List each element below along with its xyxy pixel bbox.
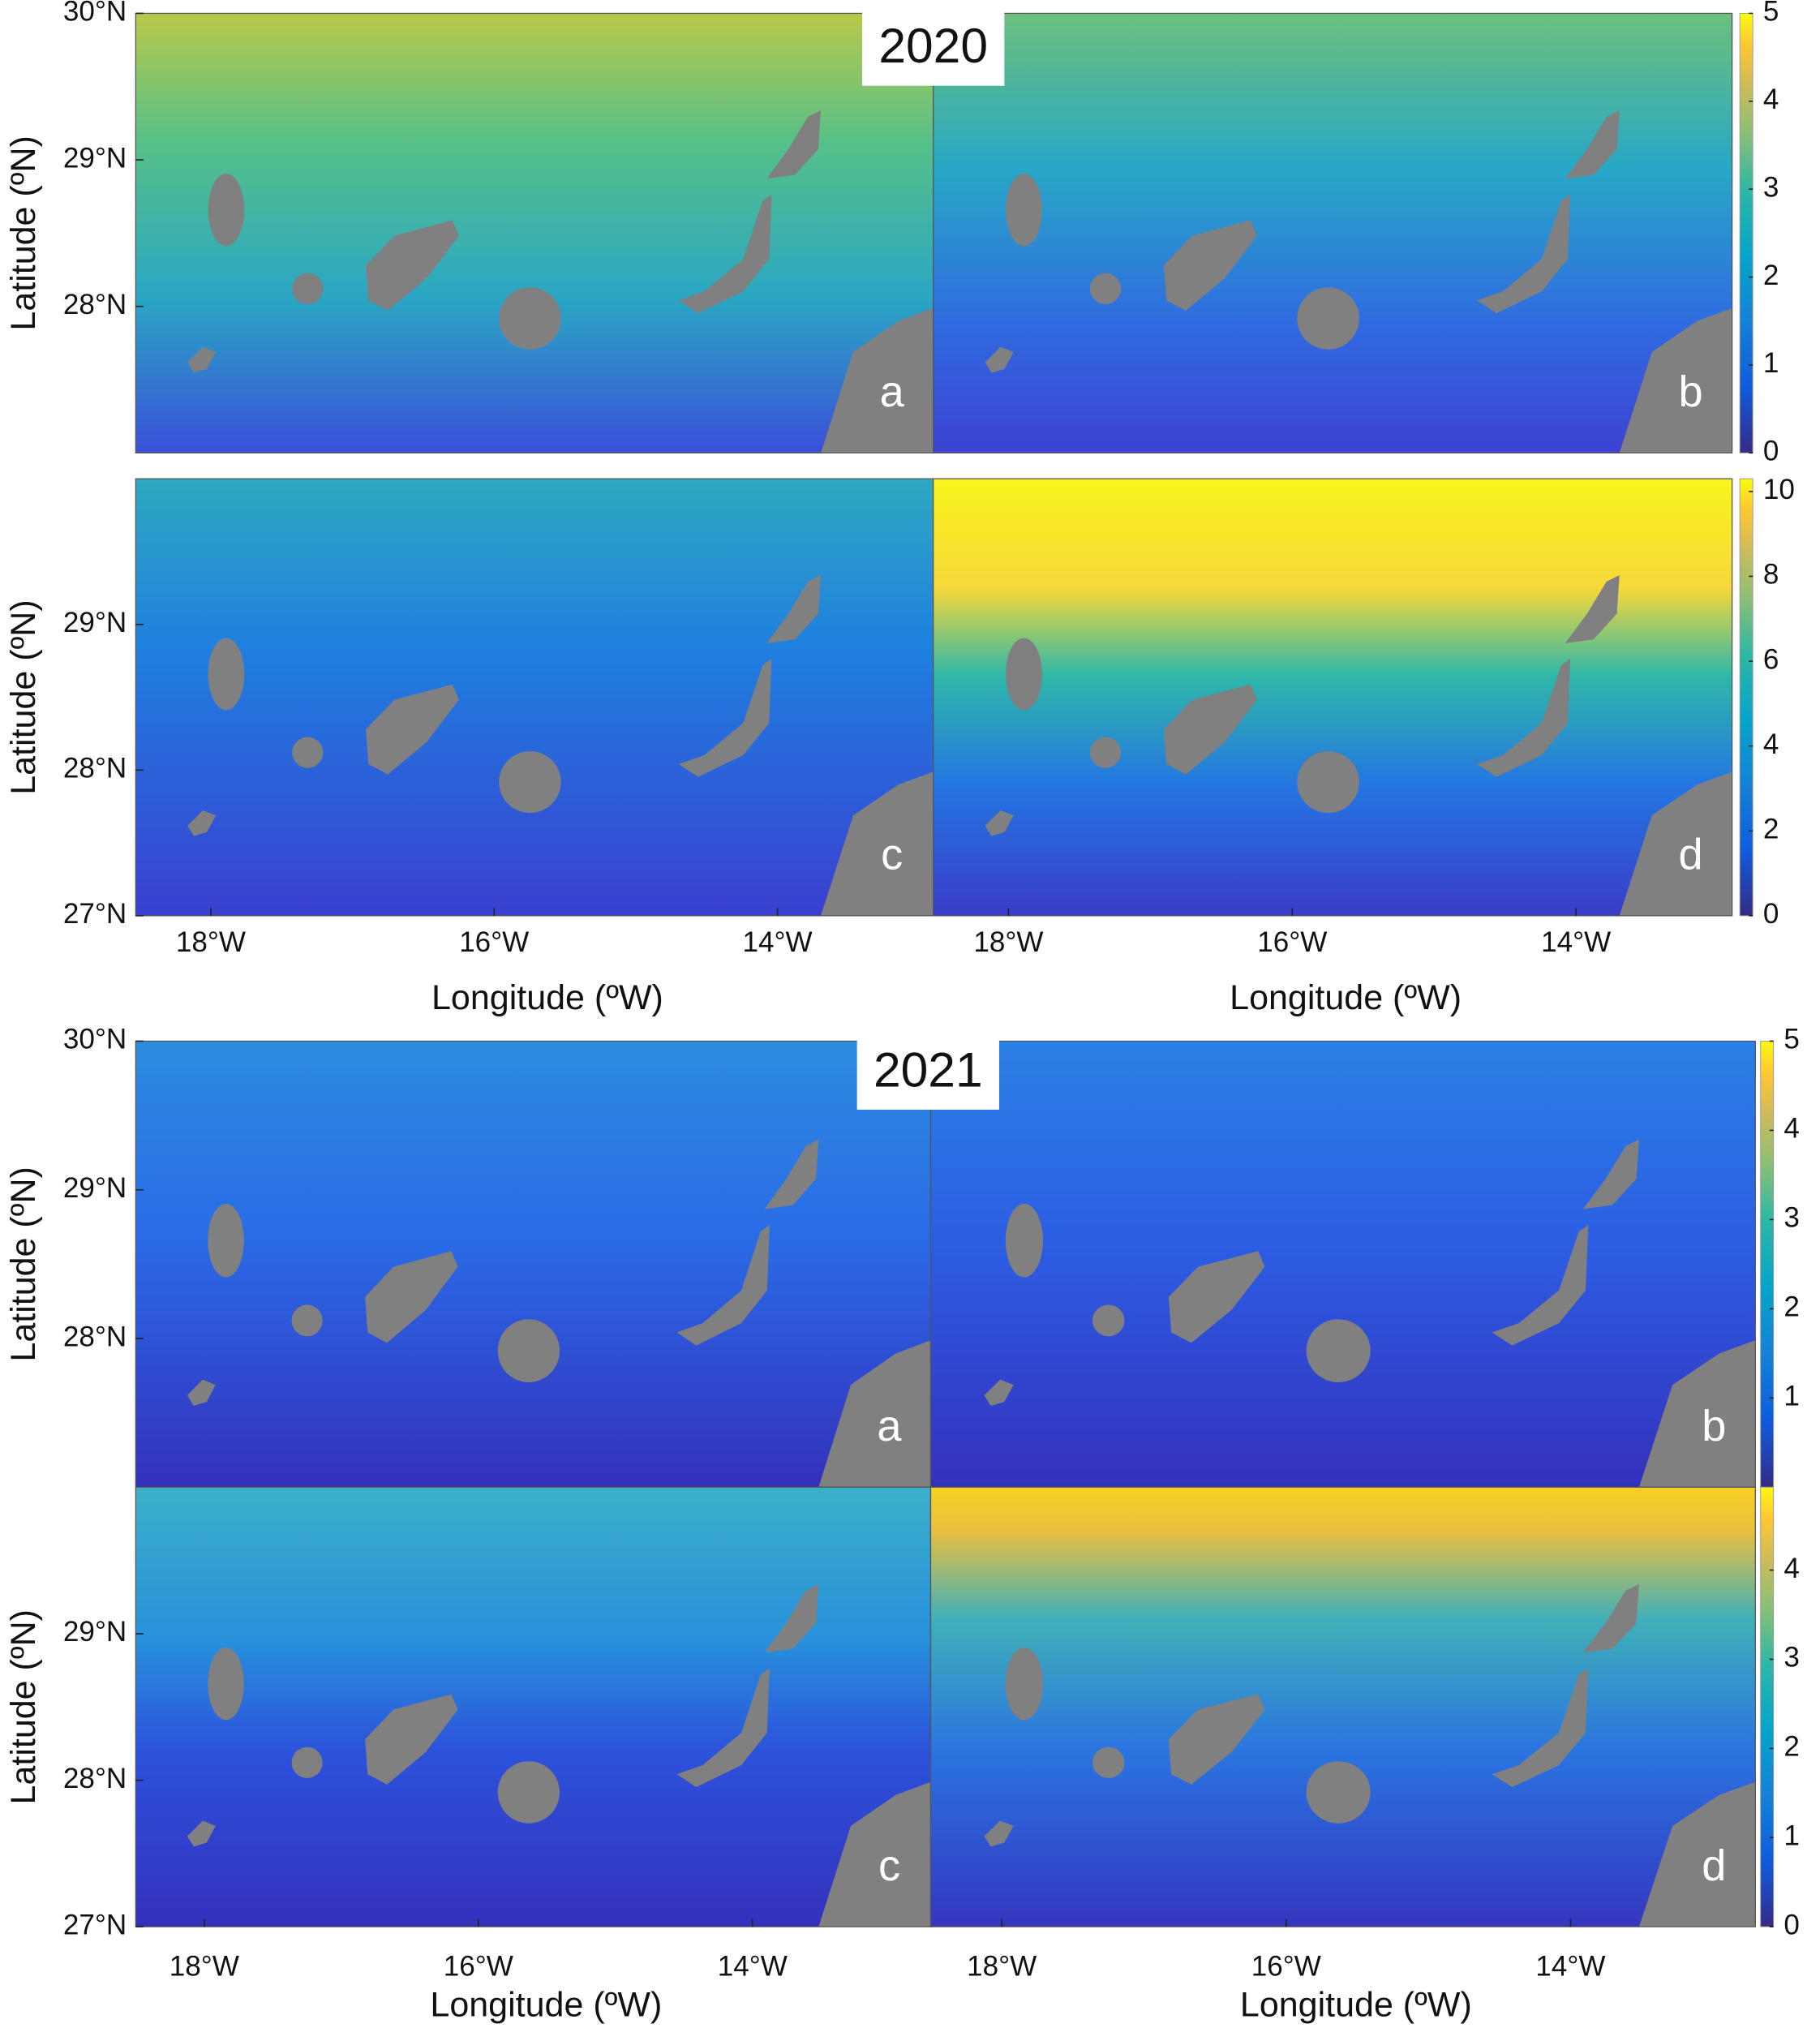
panel-frame [933, 12, 1733, 453]
lon-tick-label: 14°W [718, 1950, 788, 1982]
colorbar-tick-label: 5 [1763, 0, 1779, 28]
x-axis-label: Longitude (ºW) [1240, 1985, 1472, 2024]
panel-frame [929, 1486, 1756, 1927]
map-panel [933, 13, 1732, 453]
colorbar-tick-label: 3 [1784, 1642, 1800, 1674]
lon-tick-label: 16°W [1257, 926, 1327, 958]
map-panel [930, 1487, 1756, 1927]
x-axis-label: Longitude (ºW) [430, 1985, 662, 2024]
colorbar-tick-label: 0 [1763, 898, 1779, 930]
colorbar [1739, 478, 1753, 917]
y-axis-label: Latitude (ºN) [4, 599, 43, 794]
lat-tick-label: 30°N [63, 1024, 127, 1055]
lat-tick-label: 30°N [63, 0, 127, 28]
colorbar-tick-label: 5 [1784, 1024, 1800, 1055]
lat-tick-label: 29°N [63, 1616, 127, 1648]
lon-tick-label: 14°W [1541, 926, 1611, 958]
colorbar-tick-label: 3 [1784, 1202, 1800, 1234]
map-panel [135, 1041, 931, 1488]
lon-tick-label: 16°W [459, 926, 529, 958]
colorbar-tick-label: 2 [1784, 1291, 1800, 1323]
map-panel [933, 479, 1732, 916]
lon-tick-label: 18°W [967, 1950, 1037, 1982]
colorbar-tick-label: 4 [1784, 1113, 1800, 1145]
year-box [856, 1034, 999, 1110]
y-axis-label: Latitude (ºN) [4, 1609, 43, 1804]
panel-letter: b [1679, 367, 1703, 416]
panel-letter: d [1679, 830, 1703, 879]
panel-letter: a [877, 1402, 902, 1450]
lat-tick-label: 28°N [63, 1321, 127, 1352]
x-axis-label: Longitude (ºW) [431, 978, 663, 1017]
lon-tick-label: 18°W [170, 1950, 239, 1982]
colorbar-tick-label: 8 [1763, 559, 1779, 591]
colorbar-tick-label: 6 [1763, 643, 1779, 675]
lon-tick-label: 16°W [1251, 1950, 1321, 1982]
colorbar-tick-label: 2 [1763, 814, 1779, 845]
lat-tick-label: 28°N [63, 289, 127, 320]
lat-tick-label: 28°N [63, 1763, 127, 1794]
panel-letter: a [880, 367, 905, 416]
x-axis-label: Longitude (ºW) [1230, 978, 1462, 1017]
lon-tick-label: 18°W [973, 926, 1043, 958]
lat-tick-label: 28°N [63, 753, 127, 784]
panel-letter: d [1702, 1841, 1726, 1890]
colorbar [1760, 1486, 1775, 1927]
colorbar-tick-label: 1 [1784, 1381, 1800, 1412]
map-panel [135, 13, 934, 453]
lat-tick-label: 29°N [63, 1172, 127, 1204]
colorbar-tick-label: 0 [1763, 436, 1779, 467]
panel-letter: b [1702, 1402, 1726, 1450]
colorbar-tick-label: 4 [1763, 84, 1779, 115]
colorbar-tick-label: 4 [1763, 728, 1779, 760]
colorbar-tick-label: 4 [1784, 1553, 1800, 1584]
map-panel [135, 1487, 931, 1927]
lon-tick-label: 16°W [444, 1950, 513, 1982]
colorbar-tick-label: 3 [1763, 171, 1779, 203]
colorbar [1739, 12, 1753, 453]
y-axis-label: Latitude (ºN) [4, 135, 43, 330]
lat-tick-label: 27°N [63, 898, 127, 930]
year-label: 2021 [874, 1042, 983, 1097]
year-box [862, 11, 1005, 86]
year-label: 2020 [878, 18, 988, 73]
colorbar-tick-label: 2 [1763, 260, 1779, 291]
panel-letter: c [881, 830, 903, 879]
map-panel [135, 479, 934, 916]
lat-tick-label: 29°N [63, 142, 127, 174]
colorbar-tick-label: 2 [1784, 1731, 1800, 1763]
colorbar-tick-label: 10 [1763, 474, 1795, 505]
lat-tick-label: 29°N [63, 607, 127, 638]
colorbar [1760, 1040, 1775, 1488]
y-axis-label: Latitude (ºN) [4, 1167, 43, 1361]
panel-letter: c [878, 1841, 900, 1890]
panel-frame [933, 478, 1733, 917]
lon-tick-label: 14°W [743, 926, 813, 958]
lon-tick-label: 18°W [176, 926, 246, 958]
colorbar-tick-label: 1 [1784, 1820, 1800, 1852]
lat-tick-label: 27°N [63, 1909, 127, 1940]
colorbar-tick-label: 0 [1784, 1909, 1800, 1940]
colorbar-tick-label: 1 [1763, 347, 1779, 379]
lon-tick-label: 14°W [1535, 1950, 1605, 1982]
map-panel [930, 1041, 1756, 1488]
